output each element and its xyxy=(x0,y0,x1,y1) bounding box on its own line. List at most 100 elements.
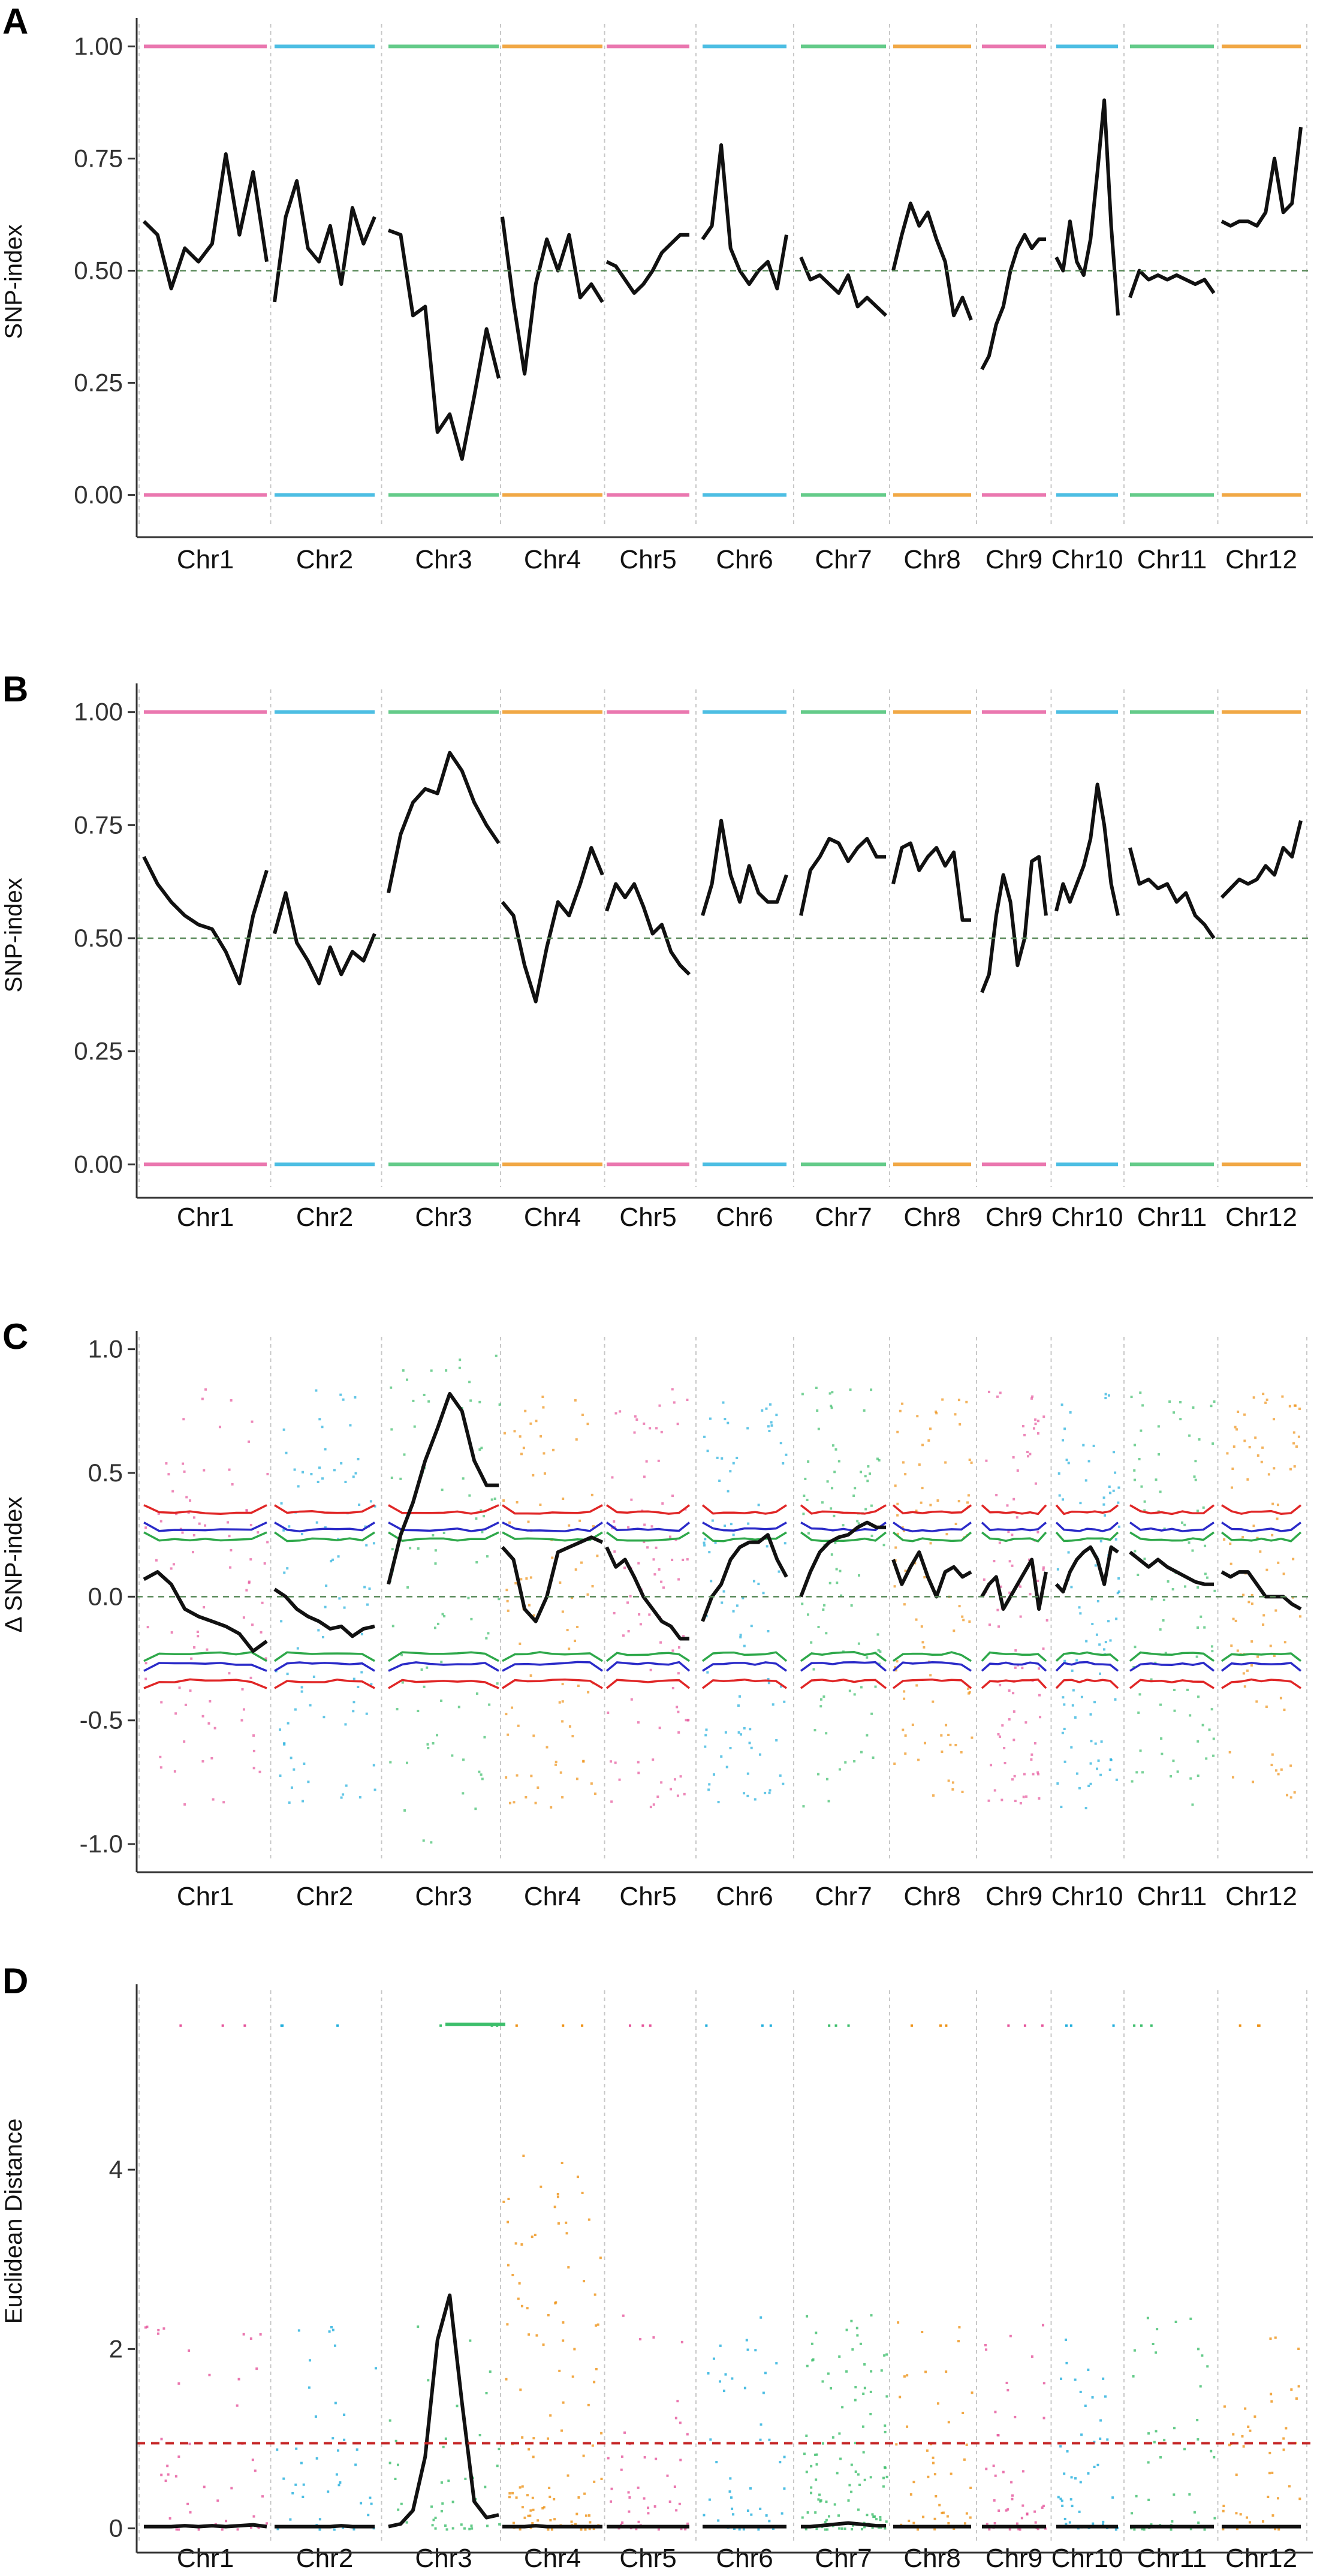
ed-point xyxy=(1044,2527,1047,2530)
confidence-line-ci999 xyxy=(701,1504,787,1515)
delta-snp-point xyxy=(228,1468,231,1471)
ed-point xyxy=(779,2461,782,2464)
ed-point xyxy=(932,2456,935,2459)
ed-point xyxy=(743,2387,746,2390)
delta-snp-point xyxy=(1099,1539,1102,1542)
ed-point xyxy=(826,2528,829,2531)
ed-point xyxy=(963,2458,966,2461)
x-tick-label-chr2: Chr2 xyxy=(296,2544,353,2573)
ed-point xyxy=(815,2463,818,2466)
delta-snp-point xyxy=(566,1629,569,1632)
delta-snp-point xyxy=(520,1453,523,1456)
delta-snp-point xyxy=(249,1523,252,1526)
delta-snp-point xyxy=(1293,1791,1296,1794)
delta-snp-point xyxy=(1228,1751,1231,1754)
confidence-line-ci99 xyxy=(1221,1522,1302,1533)
ed-point xyxy=(522,2155,525,2158)
delta-snp-point xyxy=(914,1562,917,1565)
delta-snp-point xyxy=(507,1609,510,1612)
delta-snp-point xyxy=(1208,1728,1211,1731)
delta-snp-point xyxy=(727,1421,730,1424)
ed-point xyxy=(1135,2494,1138,2497)
delta-snp-point xyxy=(782,1782,785,1785)
snp-points-bottom-row xyxy=(893,1162,971,1167)
delta-snp-point xyxy=(623,1566,626,1569)
ed-point xyxy=(528,2448,531,2451)
ed-point xyxy=(1011,2497,1014,2500)
delta-snp-point xyxy=(1289,1764,1292,1767)
ed-max-point xyxy=(649,2024,652,2027)
delta-snp-point xyxy=(1012,1710,1015,1713)
ed-point xyxy=(965,2512,968,2515)
ed-point xyxy=(508,2496,511,2499)
delta-snp-point xyxy=(652,1758,655,1761)
delta-snp-point xyxy=(409,1547,412,1550)
x-tick-label-chr7: Chr7 xyxy=(815,2544,872,2573)
delta-snp-point xyxy=(801,1393,804,1396)
delta-snp-point xyxy=(508,1521,511,1524)
trend-line-chr3 xyxy=(387,751,501,894)
delta-snp-point xyxy=(1273,1655,1276,1658)
delta-snp-point xyxy=(1067,1551,1070,1554)
ed-point xyxy=(845,2328,848,2331)
delta-snp-point xyxy=(1008,1591,1011,1594)
delta-snp-point xyxy=(899,1409,902,1412)
delta-snp-point xyxy=(1021,1667,1024,1670)
delta-snp-point xyxy=(551,1556,554,1559)
delta-snp-point xyxy=(923,1742,926,1745)
delta-snp-point xyxy=(310,1473,313,1476)
delta-snp-point xyxy=(703,1435,706,1438)
delta-snp-point xyxy=(1293,1404,1296,1407)
delta-snp-point xyxy=(144,1662,147,1665)
ed-point xyxy=(839,2457,842,2460)
delta-snp-point xyxy=(643,1422,646,1425)
delta-snp-point xyxy=(1197,1774,1200,1777)
ed-point xyxy=(1017,2527,1020,2530)
ed-point xyxy=(1020,2517,1023,2520)
delta-snp-point xyxy=(1033,1742,1036,1745)
panel-letter-b: B xyxy=(2,669,28,709)
delta-snp-point xyxy=(828,1392,831,1395)
delta-snp-point xyxy=(209,1700,212,1703)
ed-point xyxy=(1093,2465,1096,2468)
delta-snp-point xyxy=(613,1611,616,1614)
ed-point xyxy=(547,2313,550,2316)
ed-point xyxy=(255,2367,258,2370)
delta-snp-point xyxy=(803,1495,806,1498)
delta-snp-point xyxy=(230,1548,233,1551)
delta-snp-point xyxy=(1014,1800,1017,1803)
confidence-line-ci95 xyxy=(1220,1531,1302,1542)
delta-snp-point xyxy=(985,1459,988,1462)
ed-point xyxy=(815,2527,818,2530)
confidence-line-ci95 xyxy=(605,1652,690,1662)
ed-point xyxy=(600,2478,603,2481)
delta-snp-point xyxy=(1080,1695,1083,1698)
delta-snp-point xyxy=(558,1701,561,1704)
ed-point xyxy=(221,2528,224,2531)
delta-snp-point xyxy=(561,1796,564,1799)
delta-snp-point xyxy=(342,1793,345,1796)
snp-points-bottom-row xyxy=(893,493,971,497)
ed-point xyxy=(906,2425,909,2428)
panel-a-y-axis-title: SNP-index xyxy=(1,224,27,339)
ed-point xyxy=(813,2453,816,2456)
delta-snp-point xyxy=(962,1619,965,1622)
ed-point-floor xyxy=(982,2497,1046,2530)
snp-points-top-row xyxy=(982,710,1046,714)
ed-point xyxy=(332,2328,334,2331)
x-tick-label-chr5: Chr5 xyxy=(619,1882,676,1911)
x-tick-label-chr7: Chr7 xyxy=(815,1882,872,1911)
delta-snp-point xyxy=(1112,1451,1115,1454)
ed-point xyxy=(1152,2342,1155,2345)
delta-snp-point xyxy=(365,1544,368,1547)
ed-point xyxy=(1277,2528,1280,2531)
delta-snp-point xyxy=(917,1758,920,1761)
delta-snp-point xyxy=(300,1532,303,1535)
delta-snp-point xyxy=(1202,1506,1205,1509)
delta-snp-point xyxy=(1295,1445,1298,1448)
delta-snp-point xyxy=(1094,1564,1097,1567)
ed-point xyxy=(610,2500,613,2503)
ed-point xyxy=(804,2527,807,2530)
delta-snp-point xyxy=(966,1501,969,1504)
delta-snp-point xyxy=(554,1763,557,1766)
